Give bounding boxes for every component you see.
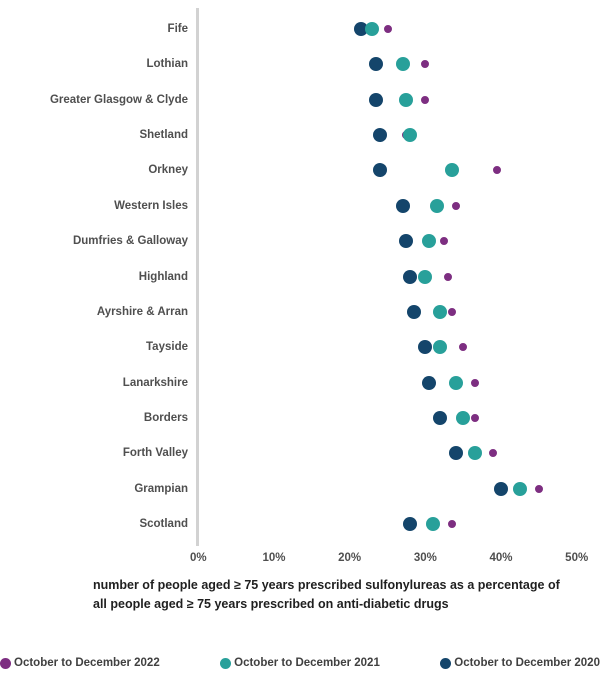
- x-tick-label: 0%: [189, 552, 207, 564]
- marker-october-to-december-2022-tayside[interactable]: [459, 343, 468, 352]
- category-label-dumfries-galloway: Dumfries & Galloway: [72, 235, 188, 248]
- marker-october-to-december-2022-lothian[interactable]: [421, 60, 430, 69]
- x-tick-label: 10%: [262, 552, 286, 564]
- category-label-lanarkshire: Lanarkshire: [122, 376, 188, 389]
- marker-october-to-december-2021-western-isles[interactable]: [429, 198, 444, 213]
- axis-caption: number of people aged ≥ 75 years prescri…: [93, 578, 560, 611]
- category-label-borders: Borders: [143, 411, 188, 424]
- marker-october-to-december-2021-greater-glasgow-clyde[interactable]: [399, 92, 414, 107]
- marker-october-to-december-2022-lanarkshire[interactable]: [470, 378, 479, 387]
- marker-october-to-december-2020-forth-valley[interactable]: [448, 446, 463, 461]
- marker-october-to-december-2022-greater-glasgow-clyde[interactable]: [421, 95, 430, 104]
- category-label-scotland: Scotland: [139, 518, 188, 531]
- marker-october-to-december-2022-borders[interactable]: [470, 413, 479, 422]
- marker-october-to-december-2022-orkney[interactable]: [493, 166, 502, 175]
- marker-october-to-december-2021-fife[interactable]: [365, 22, 380, 36]
- marker-october-to-december-2022-highland[interactable]: [444, 272, 453, 281]
- marker-october-to-december-2021-shetland[interactable]: [403, 128, 418, 143]
- marker-october-to-december-2020-western-isles[interactable]: [395, 198, 410, 213]
- legend: October to December 2022 October to Decem…: [0, 652, 600, 674]
- category-label-ayrshire-arran: Ayrshire & Arran: [96, 305, 188, 318]
- category-label-grampian: Grampian: [134, 482, 188, 495]
- category-label-forth-valley: Forth Valley: [122, 447, 188, 460]
- legend-marker-icon: [220, 657, 232, 669]
- marker-october-to-december-2021-scotland[interactable]: [425, 517, 440, 532]
- marker-october-to-december-2020-borders[interactable]: [433, 410, 448, 425]
- legend-label: October to December 2020: [454, 657, 600, 669]
- marker-october-to-december-2021-forth-valley[interactable]: [467, 446, 482, 461]
- marker-october-to-december-2022-scotland[interactable]: [447, 520, 456, 529]
- marker-october-to-december-2020-dumfries-galloway[interactable]: [399, 234, 414, 249]
- legend-label: October to December 2022: [14, 657, 160, 669]
- marker-october-to-december-2022-grampian[interactable]: [534, 484, 543, 493]
- category-label-highland: Highland: [138, 270, 188, 283]
- marker-october-to-december-2021-borders[interactable]: [456, 410, 471, 425]
- marker-october-to-december-2020-tayside[interactable]: [418, 340, 433, 355]
- marker-october-to-december-2020-lothian[interactable]: [369, 57, 384, 72]
- category-label-orkney: Orkney: [148, 164, 188, 177]
- legend-item-october-to-december-2021[interactable]: October to December 2021: [220, 657, 380, 669]
- x-tick-label: 40%: [489, 552, 513, 564]
- marker-october-to-december-2021-orkney[interactable]: [444, 163, 459, 178]
- marker-october-to-december-2022-forth-valley[interactable]: [489, 449, 498, 458]
- marker-october-to-december-2020-ayrshire-arran[interactable]: [406, 304, 421, 319]
- legend-label: October to December 2021: [234, 657, 380, 669]
- marker-october-to-december-2021-dumfries-galloway[interactable]: [422, 234, 437, 249]
- category-label-shetland: Shetland: [139, 129, 188, 142]
- marker-october-to-december-2021-lothian[interactable]: [395, 57, 410, 72]
- marker-october-to-december-2022-western-isles[interactable]: [451, 201, 460, 210]
- legend-item-october-to-december-2020[interactable]: October to December 2020: [440, 657, 600, 669]
- legend-marker-icon: [0, 657, 11, 669]
- x-tick-label: 30%: [413, 552, 437, 564]
- marker-october-to-december-2021-grampian[interactable]: [512, 481, 527, 496]
- marker-october-to-december-2020-fife[interactable]: [354, 22, 368, 36]
- category-label-tayside: Tayside: [146, 341, 188, 354]
- legend-item-october-to-december-2022[interactable]: October to December 2022: [0, 657, 160, 669]
- marker-october-to-december-2022-fife[interactable]: [383, 25, 392, 33]
- x-tick-label: 50%: [565, 552, 589, 564]
- marker-october-to-december-2022-ayrshire-arran[interactable]: [447, 307, 456, 316]
- marker-october-to-december-2020-shetland[interactable]: [372, 128, 387, 143]
- marker-october-to-december-2020-lanarkshire[interactable]: [422, 375, 437, 390]
- marker-october-to-december-2022-dumfries-galloway[interactable]: [440, 237, 449, 246]
- marker-october-to-december-2020-greater-glasgow-clyde[interactable]: [369, 92, 384, 107]
- marker-october-to-december-2020-scotland[interactable]: [403, 517, 418, 532]
- marker-october-to-december-2020-highland[interactable]: [403, 269, 418, 284]
- category-label-fife: Fife: [167, 23, 188, 35]
- category-label-western-isles: Western Isles: [114, 199, 188, 212]
- marker-october-to-december-2021-lanarkshire[interactable]: [448, 375, 463, 390]
- legend-marker-icon: [440, 657, 452, 669]
- category-label-lothian: Lothian: [146, 58, 188, 71]
- x-tick-label: 20%: [338, 552, 362, 564]
- marker-october-to-december-2021-highland[interactable]: [418, 269, 433, 284]
- category-label-greater-glasgow-clyde: Greater Glasgow & Clyde: [49, 93, 188, 106]
- y-axis-line: [196, 8, 199, 546]
- marker-october-to-december-2021-ayrshire-arran[interactable]: [433, 304, 448, 319]
- marker-october-to-december-2021-tayside[interactable]: [433, 340, 448, 355]
- marker-october-to-december-2020-orkney[interactable]: [372, 163, 387, 178]
- marker-october-to-december-2020-grampian[interactable]: [494, 481, 509, 496]
